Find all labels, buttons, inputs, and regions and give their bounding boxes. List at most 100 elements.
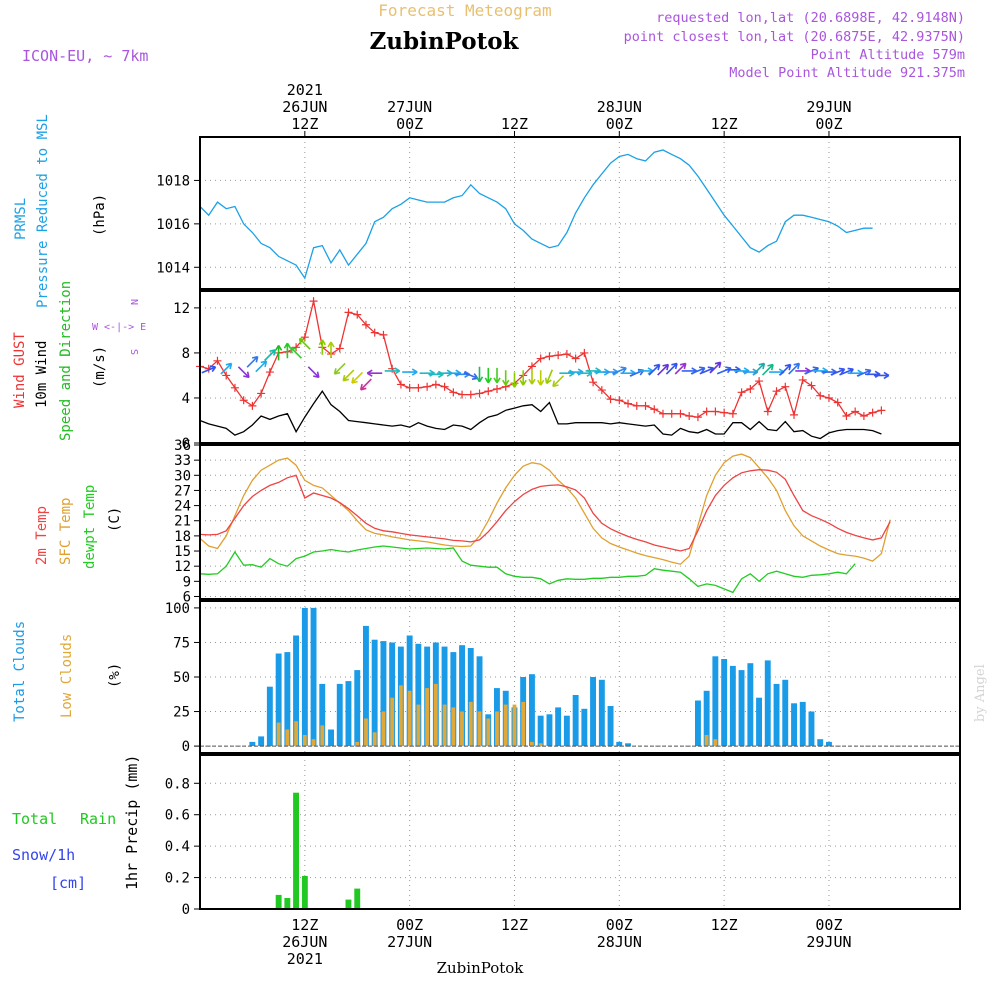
low-clouds-label: Low Clouds (59, 634, 75, 718)
wind-gust-marker (597, 386, 606, 395)
total-cloud-bar (354, 670, 361, 747)
bottom-time-label: 00Z (396, 916, 423, 934)
wind-gust-marker (265, 368, 274, 377)
wind-gust-marker (440, 382, 449, 391)
low-cloud-bar (433, 683, 438, 747)
total-cloud-bar (625, 743, 631, 747)
total-cloud-bar (721, 659, 728, 747)
wind-frame (199, 290, 961, 444)
low-cloud-bar (460, 711, 464, 746)
wind-direction-arrow (384, 367, 401, 375)
temp-2m-line (199, 469, 891, 552)
total-cloud-bar (415, 643, 422, 747)
temp-dewpt-label: dewpt Temp (82, 485, 98, 569)
low-cloud-bar (538, 743, 543, 747)
low-cloud-bar (381, 711, 386, 746)
wind-gust-marker (693, 413, 702, 422)
rain-bar (354, 888, 361, 909)
wind-gust-marker (370, 328, 379, 337)
low-cloud-bar (372, 732, 377, 747)
wind-direction-arrow (351, 371, 364, 384)
wind-direction-arrow (788, 362, 801, 375)
rain-bar (293, 792, 299, 909)
total-cloud-bar (712, 656, 719, 747)
precip-ytick-label: 0.6 (165, 808, 190, 824)
wind-gust-marker (807, 381, 816, 390)
precip-total-label: Total (12, 810, 57, 828)
wind-panel-labels: Wind GUST 10m Wind Speed and Direction (… (12, 281, 146, 441)
total-cloud-bar (529, 674, 535, 747)
wind-unit: (m/s) (92, 346, 108, 388)
requested-coords: requested lon,lat (20.6898E, 42.9148N) (656, 10, 965, 26)
wind-direction-arrow (830, 367, 846, 376)
temp-unit: (C) (107, 507, 123, 532)
wind-gust-marker (361, 320, 370, 329)
total-cloud-bar (756, 697, 762, 747)
precip-panel-labels: Total Rain Snow/1h [cm] 1hr Precip (mm) (12, 755, 141, 892)
wind-gust-marker (353, 310, 362, 319)
temp-ytick-label: 15 (174, 544, 191, 560)
point-altitude: Point Altitude 579m (811, 47, 965, 63)
wind-direction-arrow (537, 370, 545, 386)
wind-gust-marker (772, 387, 781, 396)
low-cloud-bar (416, 704, 421, 747)
rain-bar (284, 898, 291, 909)
wind-direction-arrow (502, 370, 510, 386)
wind-direction-arrow (528, 369, 536, 385)
precip-snow-label: Snow/1h (12, 846, 75, 864)
low-cloud-bar (477, 711, 482, 746)
compass-west-east: W <-|-> E (92, 322, 146, 333)
wind-speed-line (199, 390, 882, 440)
total-cloud-bar (406, 635, 413, 746)
low-cloud-bar (521, 701, 526, 747)
wind-direction-arrow (648, 363, 661, 376)
low-cloud-bar (355, 741, 360, 746)
wind-gust-marker (641, 401, 650, 410)
wind-gust-marker (868, 408, 877, 417)
wind-gust-marker (711, 407, 720, 416)
pressure-ytick-label: 1016 (156, 217, 190, 233)
wind-gust-marker (475, 389, 484, 398)
wind-direction-arrow (318, 339, 326, 355)
wind-direction-arrow (552, 375, 565, 388)
location-title: ZubinPotok (370, 28, 520, 55)
low-cloud-bar (311, 739, 316, 747)
temp-2m-label: 2m Temp (34, 506, 50, 565)
wind-direction-arrow (779, 363, 792, 376)
total-cloud-bar (799, 701, 806, 747)
temp-sfc-label: SFC Temp (58, 498, 74, 565)
wind-gust-marker (222, 371, 231, 380)
pressure-panel-labels: PRMSL Pressure Reduced to MSL (hPa) (13, 114, 108, 308)
low-cloud-bar (512, 704, 517, 747)
total-cloud-bar (319, 683, 326, 747)
wind-gust-marker (571, 354, 580, 363)
compass-south: S (128, 349, 139, 355)
wind-gust-marker (335, 344, 344, 353)
wind-gust-marker (554, 351, 563, 360)
wind-direction-arrow (657, 363, 670, 376)
wind-speed-label: Speed and Direction (58, 281, 74, 441)
bottom-time-label: 29JUN (806, 933, 851, 951)
cloud-unit: (%) (107, 663, 123, 688)
total-cloud-bar (581, 708, 588, 747)
wind-direction-arrow (690, 366, 706, 375)
total-cloud-bar (616, 741, 623, 746)
model-altitude: Model Point Altitude 921.375m (729, 65, 965, 81)
total-cloud-bar (275, 653, 282, 747)
wind-gust-marker (842, 411, 851, 420)
wind-gust-marker (798, 375, 807, 384)
top-time-label: 26JUN (282, 98, 327, 116)
wind-direction-arrow (366, 369, 383, 377)
top-time-label: 00Z (396, 115, 423, 133)
watermark: by Angel (973, 664, 988, 722)
wind-gust-marker (213, 356, 222, 365)
precip-ytick-label: 0.4 (165, 839, 190, 855)
total-cloud-bar (826, 741, 832, 746)
temp-panel-labels: 2m Temp SFC Temp dewpt Temp (C) (34, 485, 123, 569)
low-cloud-bar (503, 704, 508, 747)
wind-direction-arrow (709, 361, 722, 374)
top-time-label: 00Z (815, 115, 842, 133)
wind-gust-marker (632, 401, 641, 410)
total-cloud-bar (345, 681, 352, 746)
